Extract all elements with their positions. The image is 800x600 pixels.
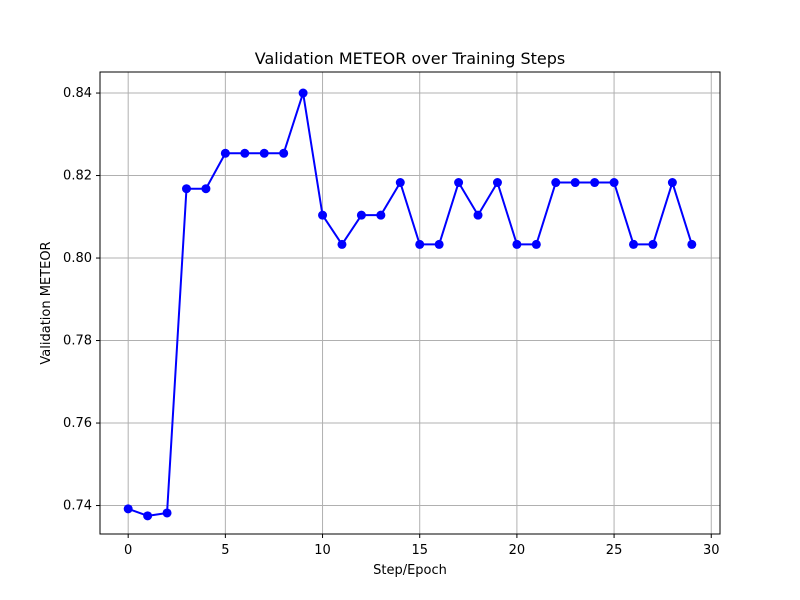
data-point xyxy=(220,148,230,158)
axes-frame xyxy=(99,71,721,535)
tick-layer: 0 5 10 15 20 25 30 0.74 0.76 0.78 0.80 0.82 0.84 xyxy=(63,86,719,558)
data-point xyxy=(298,88,308,98)
data-point xyxy=(279,148,289,158)
data-point xyxy=(454,178,464,188)
data-point xyxy=(123,504,133,514)
data-point xyxy=(201,184,211,194)
data-point xyxy=(376,210,386,220)
data-point xyxy=(590,178,600,188)
data-point xyxy=(473,210,483,220)
data-point xyxy=(531,239,541,249)
y-tick-label: 0.78 xyxy=(63,334,92,349)
x-axis-label: Step/Epoch xyxy=(373,563,447,578)
data-point xyxy=(240,148,250,158)
data-point xyxy=(181,184,191,194)
data-point xyxy=(162,508,172,518)
data-point xyxy=(667,178,677,188)
chart-title: Validation METEOR over Training Steps xyxy=(255,49,565,68)
data-point xyxy=(259,148,269,158)
data-point xyxy=(648,239,658,249)
data-point xyxy=(143,511,153,521)
y-tick-label: 0.84 xyxy=(63,86,92,101)
data-point xyxy=(318,210,328,220)
y-tick-label: 0.82 xyxy=(63,169,92,184)
data-point xyxy=(492,178,502,188)
x-tick-label: 20 xyxy=(509,543,526,558)
grid-layer xyxy=(100,72,720,534)
x-tick-label: 25 xyxy=(606,543,623,558)
data-point xyxy=(687,239,697,249)
x-tick-label: 30 xyxy=(703,543,720,558)
data-point xyxy=(570,178,580,188)
x-tick-label: 15 xyxy=(411,543,428,558)
x-tick-label: 10 xyxy=(314,543,331,558)
y-axis-label: Validation METEOR xyxy=(39,241,54,364)
data-layer xyxy=(123,88,697,521)
y-tick-label: 0.74 xyxy=(63,499,92,514)
data-point xyxy=(337,239,347,249)
data-point xyxy=(395,178,405,188)
data-point xyxy=(551,178,561,188)
y-tick-label: 0.80 xyxy=(63,251,92,266)
x-tick-label: 5 xyxy=(221,543,229,558)
data-point xyxy=(356,210,366,220)
x-tick-label: 0 xyxy=(124,543,132,558)
y-tick-label: 0.76 xyxy=(63,416,92,431)
data-point xyxy=(415,239,425,249)
data-point xyxy=(629,239,639,249)
data-point xyxy=(434,239,444,249)
data-point xyxy=(512,239,522,249)
data-point xyxy=(609,178,619,188)
